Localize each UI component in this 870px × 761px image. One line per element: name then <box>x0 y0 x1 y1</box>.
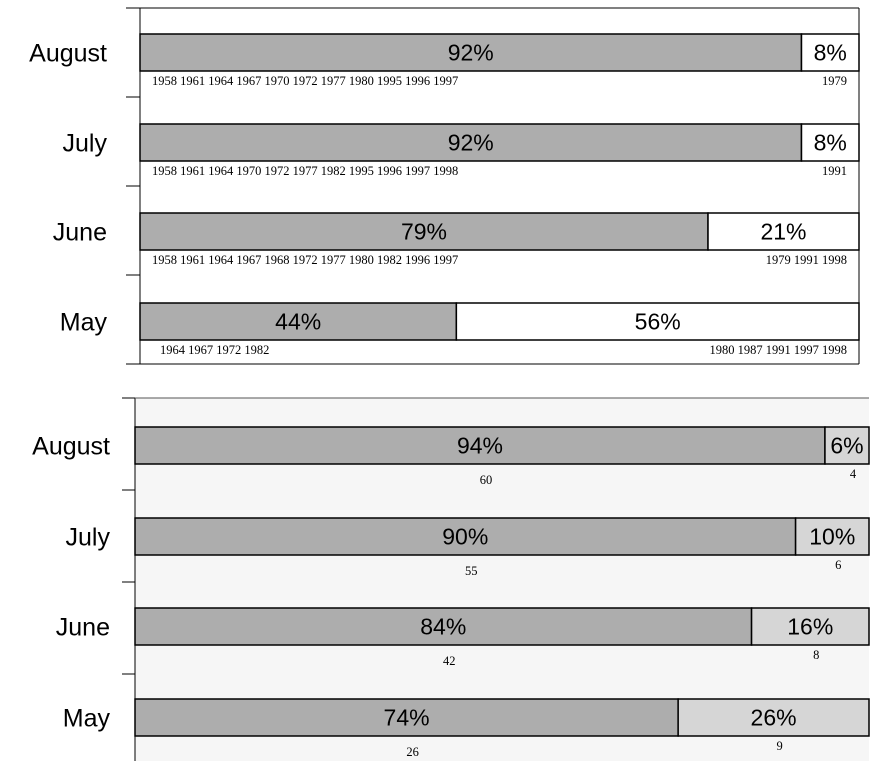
value-label-primary-top-june: 79% <box>401 219 447 245</box>
value-label-secondary-bottom-july: 10% <box>809 524 855 550</box>
bar-secondary-bottom-august <box>824 426 870 465</box>
annotation-secondary-top-august: 1979 <box>822 74 847 88</box>
annotation-secondary-bottom-june: 8 <box>813 648 819 662</box>
category-label-bottom-july: July <box>66 524 111 552</box>
annotation-secondary-bottom-july: 6 <box>835 558 841 572</box>
chart-top: August 92% 8% 1958 1961 1964 1967 1970 1972… <box>29 7 860 365</box>
bar-secondary-bottom-july <box>794 517 870 556</box>
value-label-secondary-bottom-june: 16% <box>787 614 833 640</box>
annotation-primary-bottom-august: 60 <box>480 473 493 487</box>
bar-primary-top-may <box>139 302 458 341</box>
value-label-primary-top-may: 44% <box>275 309 321 335</box>
value-label-secondary-bottom-may: 26% <box>751 705 797 731</box>
bar-primary-top-june <box>139 212 709 251</box>
value-label-primary-bottom-august: 94% <box>457 433 503 459</box>
category-label-top-may: May <box>60 309 108 337</box>
bar-secondary-top-july <box>800 123 860 162</box>
value-label-secondary-bottom-august: 6% <box>830 433 863 459</box>
bar-secondary-top-august <box>800 33 860 72</box>
category-label-top-july: July <box>63 130 108 158</box>
category-label-bottom-august: August <box>32 433 110 461</box>
bar-primary-top-july <box>139 123 803 162</box>
value-label-secondary-top-june: 21% <box>760 219 806 245</box>
value-label-secondary-top-august: 8% <box>814 40 847 66</box>
annotation-secondary-bottom-august: 4 <box>850 467 857 481</box>
bar-primary-top-august <box>139 33 803 72</box>
category-label-top-august: August <box>29 40 107 68</box>
chart-bottom: August 94% 6% 60 4 July 90% 10% 55 6 June 84% 16% 42 8… <box>32 397 870 761</box>
bars-bottom: August 94% 6% 60 4 July 90% 10% 55 6 June 84% 16% 42 8… <box>32 426 870 759</box>
annotation-secondary-bottom-may: 9 <box>776 739 782 753</box>
annotation-secondary-top-june: 1979 1991 1998 <box>766 253 847 267</box>
bars-top: August 92% 8% 1958 1961 1964 1967 1970 1972… <box>29 33 860 357</box>
bar-secondary-bottom-june <box>750 607 870 646</box>
annotation-primary-top-july: 1958 1961 1964 1970 1972 1977 1982 1995 … <box>152 164 458 178</box>
bar-primary-bottom-july <box>134 517 797 556</box>
annotation-primary-top-june: 1958 1961 1964 1967 1968 1972 1977 1980 … <box>152 253 458 267</box>
annotation-primary-top-may: 1964 1967 1972 1982 <box>160 343 269 357</box>
value-label-primary-bottom-july: 90% <box>442 524 488 550</box>
annotation-secondary-top-may: 1980 1987 1991 1997 1998 <box>710 343 848 357</box>
annotation-primary-top-august: 1958 1961 1964 1967 1970 1972 1977 1980 … <box>152 74 458 88</box>
bar-secondary-top-june <box>707 212 860 251</box>
bar-secondary-top-may <box>455 302 860 341</box>
annotation-primary-bottom-june: 42 <box>443 654 456 668</box>
annotation-primary-bottom-july: 55 <box>465 564 478 578</box>
value-label-secondary-top-may: 56% <box>635 309 681 335</box>
bar-primary-bottom-august <box>134 426 826 465</box>
bar-primary-bottom-may <box>134 698 679 737</box>
category-label-top-june: June <box>53 219 107 247</box>
category-label-bottom-june: June <box>56 614 110 642</box>
bar-primary-bottom-june <box>134 607 753 646</box>
value-label-secondary-top-july: 8% <box>814 130 847 156</box>
value-label-primary-top-august: 92% <box>448 40 494 66</box>
category-label-bottom-may: May <box>63 705 111 733</box>
value-label-primary-bottom-june: 84% <box>420 614 466 640</box>
value-label-primary-top-july: 92% <box>448 130 494 156</box>
annotation-secondary-top-july: 1991 <box>822 164 847 178</box>
bar-secondary-bottom-may <box>677 698 870 737</box>
annotation-primary-bottom-may: 26 <box>406 745 419 759</box>
value-label-primary-bottom-may: 74% <box>384 705 430 731</box>
